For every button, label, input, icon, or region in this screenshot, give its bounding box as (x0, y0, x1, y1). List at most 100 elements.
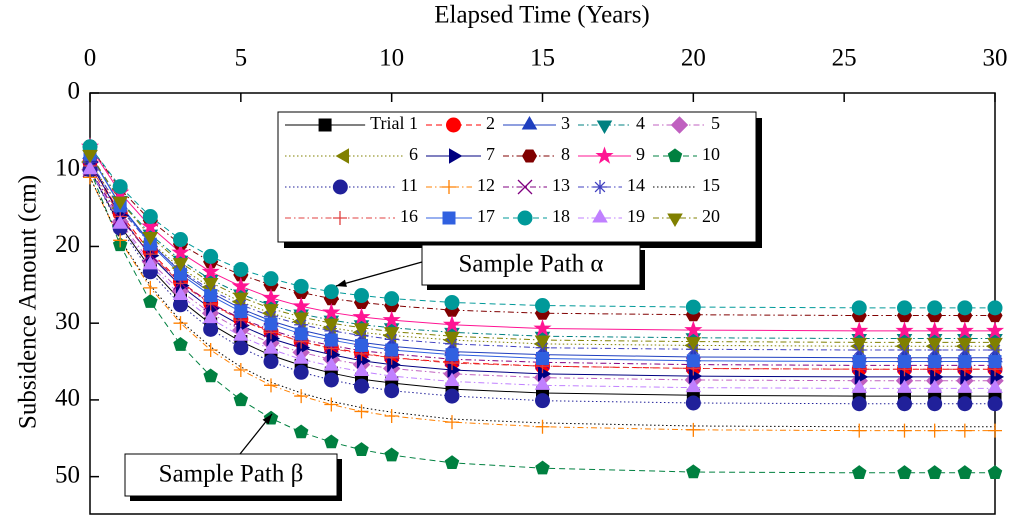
marker (233, 261, 249, 277)
marker (686, 464, 701, 479)
marker (987, 379, 1003, 393)
marker (987, 465, 1003, 479)
annotation-arrow (335, 261, 423, 287)
marker (928, 355, 942, 369)
marker (112, 215, 128, 229)
marker (293, 350, 309, 364)
marker (957, 465, 973, 479)
marker (384, 409, 399, 424)
marker (852, 465, 867, 479)
marker (233, 327, 249, 341)
annotation-box (124, 453, 338, 497)
marker (517, 179, 533, 195)
marker (141, 216, 160, 235)
legend-label: 9 (636, 144, 645, 164)
marker (897, 396, 912, 412)
marker (355, 338, 368, 352)
legend-label: 13 (552, 175, 570, 195)
marker (592, 209, 608, 223)
marker (383, 367, 400, 381)
marker (236, 317, 250, 334)
marker (667, 213, 683, 227)
marker (82, 149, 98, 164)
marker (233, 362, 248, 377)
marker (987, 300, 1003, 316)
marker (960, 369, 974, 385)
legend-label: 8 (561, 144, 570, 164)
marker (988, 423, 1002, 438)
x-tick-label: 0 (84, 45, 97, 72)
marker (852, 423, 867, 438)
y-tick-label: 20 (55, 231, 80, 258)
x-tick-label: 5 (235, 45, 248, 72)
x-tick-label: 10 (379, 45, 404, 72)
marker (324, 434, 339, 449)
marker (987, 337, 1003, 352)
marker (352, 307, 371, 325)
x-tick-label: 15 (530, 45, 555, 72)
legend-label: 7 (486, 144, 495, 164)
marker (930, 369, 944, 385)
marker (323, 357, 340, 371)
marker (323, 284, 339, 300)
marker (357, 352, 371, 369)
legend-label: 11 (401, 175, 418, 195)
marker (234, 305, 248, 319)
marker (925, 321, 944, 339)
legend-label: 3 (561, 113, 570, 133)
arrow-head (262, 414, 272, 425)
marker (143, 294, 158, 308)
marker (851, 337, 868, 352)
marker (263, 271, 279, 287)
marker (112, 179, 128, 195)
x-tick-label: 25 (832, 45, 857, 72)
marker (202, 278, 219, 292)
marker (264, 378, 278, 393)
marker (353, 362, 370, 377)
marker (173, 232, 188, 248)
legend-label: 6 (409, 144, 418, 164)
marker (957, 396, 973, 412)
marker (927, 465, 942, 479)
y-tick-label: 10 (55, 154, 80, 181)
marker (112, 196, 128, 211)
marker (203, 368, 218, 383)
marker (387, 356, 401, 373)
legend-label: 2 (486, 113, 495, 133)
legend: Trial 1 2 3 4 5 6 7 8 9 10 11 12 13 14 15 16 17 18 19 20 (277, 111, 762, 248)
marker (927, 300, 943, 316)
marker (898, 355, 911, 369)
marker (535, 298, 550, 314)
marker (171, 243, 190, 261)
marker (143, 280, 158, 295)
marker (294, 389, 309, 404)
marker (142, 231, 159, 246)
marker (688, 368, 703, 384)
marker (383, 327, 400, 341)
marker (990, 369, 1004, 385)
marker (517, 210, 533, 226)
marker (897, 300, 912, 316)
marker (142, 255, 159, 270)
marker (203, 343, 218, 358)
marker (897, 465, 912, 479)
marker (231, 276, 250, 295)
marker (534, 376, 551, 390)
marker (384, 447, 399, 462)
marker (384, 291, 400, 307)
marker (897, 423, 912, 438)
marker (354, 442, 369, 456)
marker (384, 383, 400, 399)
marker (444, 294, 460, 310)
marker (261, 288, 281, 306)
marker (142, 209, 158, 225)
marker (82, 160, 98, 175)
marker (958, 355, 972, 369)
legend-label: 19 (627, 206, 645, 226)
marker (851, 300, 867, 316)
marker (685, 395, 701, 411)
marker (322, 302, 341, 321)
marker (685, 378, 702, 393)
x-tick-label: 20 (681, 45, 706, 72)
marker (263, 340, 279, 354)
